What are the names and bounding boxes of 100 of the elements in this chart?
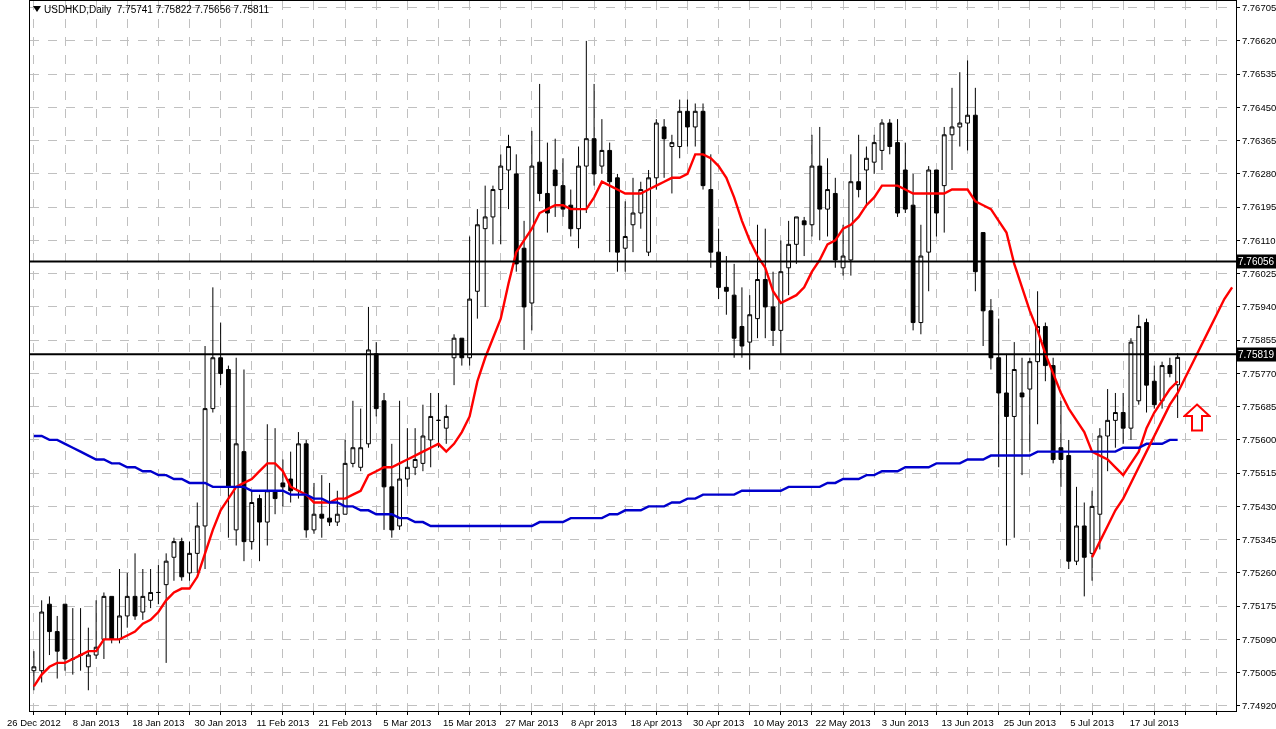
candlestick bbox=[902, 142, 908, 214]
x-tick-label: 11 Feb 2013 bbox=[256, 717, 310, 729]
candlestick bbox=[537, 83, 543, 202]
y-tick-label: 7.75770 bbox=[1241, 367, 1276, 379]
candlestick bbox=[78, 607, 83, 672]
candlestick bbox=[327, 482, 332, 527]
y-tick-label: 7.76620 bbox=[1241, 35, 1276, 47]
candlestick bbox=[148, 568, 154, 609]
candlestick bbox=[109, 595, 115, 644]
candlestick bbox=[607, 142, 613, 253]
candlestick bbox=[54, 615, 60, 680]
y-tick-label: 7.75430 bbox=[1241, 500, 1276, 512]
candlestick bbox=[47, 595, 52, 656]
candlestick bbox=[187, 541, 192, 582]
candlestick bbox=[241, 369, 247, 562]
y-tick-label: 7.75940 bbox=[1241, 301, 1276, 313]
candlestick bbox=[1112, 392, 1118, 449]
x-tick-label: 30 Apr 2013 bbox=[692, 717, 745, 729]
candlestick bbox=[1151, 365, 1157, 410]
candlestick bbox=[226, 365, 231, 539]
candlestick bbox=[280, 458, 286, 507]
candlestick bbox=[1081, 502, 1087, 597]
x-tick-label: 25 Jun 2013 bbox=[1003, 717, 1056, 729]
line-series bbox=[32, 434, 1179, 528]
x-tick-label: 13 Jun 2013 bbox=[941, 717, 994, 729]
candlestick bbox=[296, 431, 301, 500]
candlestick bbox=[404, 427, 410, 488]
candlestick bbox=[233, 357, 239, 547]
candlestick bbox=[661, 118, 667, 179]
candlestick bbox=[856, 134, 862, 198]
candlestick bbox=[552, 138, 558, 218]
x-tick-label: 27 Mar 2013 bbox=[505, 717, 559, 729]
candlestick bbox=[62, 603, 68, 672]
y-tick-label: 7.75685 bbox=[1241, 400, 1276, 412]
x-tick-label: 10 May 2013 bbox=[753, 717, 809, 729]
x-tick-label: 18 Apr 2013 bbox=[630, 717, 682, 729]
candlestick bbox=[700, 102, 706, 191]
candlestick bbox=[101, 591, 107, 660]
candlestick bbox=[1058, 400, 1064, 488]
candlestick bbox=[70, 607, 76, 676]
candlestick bbox=[397, 400, 402, 531]
candlestick bbox=[576, 146, 581, 249]
x-tick-label: 22 May 2013 bbox=[815, 717, 871, 729]
y-tick-label: 7.76280 bbox=[1241, 168, 1276, 180]
candlestick bbox=[428, 392, 434, 468]
candlestick bbox=[949, 87, 955, 171]
candlestick bbox=[965, 59, 970, 151]
candlestick bbox=[1167, 357, 1173, 378]
y-tick-label: 7.75345 bbox=[1241, 533, 1276, 545]
candlestick bbox=[653, 118, 659, 191]
y-tick-label: 7.76450 bbox=[1241, 101, 1276, 113]
candlestick bbox=[124, 572, 130, 629]
candlestick bbox=[801, 216, 807, 257]
candlestick bbox=[957, 71, 963, 148]
y-tick-label: 7.75175 bbox=[1241, 600, 1276, 612]
candlestick bbox=[560, 157, 566, 218]
x-tick-label: 17 Jul 2013 bbox=[1129, 717, 1179, 729]
y-tick-label: 7.75600 bbox=[1241, 434, 1276, 446]
candlestick bbox=[809, 134, 815, 237]
candlestick bbox=[941, 126, 947, 234]
x-tick-label: 15 Mar 2013 bbox=[442, 717, 497, 729]
candlestick bbox=[179, 537, 185, 582]
candlestick bbox=[272, 427, 278, 515]
candlestick bbox=[1019, 357, 1025, 476]
ref-line-label: 7.75819 bbox=[1238, 349, 1275, 360]
candlestick bbox=[583, 40, 589, 214]
x-tick-label: 18 Jan 2013 bbox=[132, 717, 185, 729]
candlestick bbox=[887, 118, 893, 155]
y-tick-label: 7.76110 bbox=[1241, 234, 1276, 246]
candlestick bbox=[692, 102, 698, 148]
candlestick bbox=[443, 404, 449, 445]
candlestick bbox=[825, 157, 830, 237]
candlestick bbox=[630, 177, 636, 253]
candlestick bbox=[319, 474, 325, 539]
x-tick-label: 30 Jan 2013 bbox=[194, 717, 247, 729]
candlestick bbox=[1089, 490, 1095, 582]
candlestick bbox=[303, 439, 309, 539]
candlestick bbox=[155, 564, 161, 605]
y-tick-label: 7.76535 bbox=[1241, 68, 1276, 80]
candlestick bbox=[770, 271, 776, 347]
candlestick bbox=[311, 482, 317, 535]
y-tick-label: 7.75005 bbox=[1241, 666, 1276, 678]
x-tick-label: 26 Dec 2012 bbox=[6, 717, 61, 729]
candlestick bbox=[1027, 357, 1033, 453]
candlestick bbox=[194, 502, 200, 574]
candlestick bbox=[599, 118, 605, 175]
candlestick bbox=[864, 146, 869, 206]
y-tick-label: 7.76025 bbox=[1241, 267, 1276, 279]
candlestick bbox=[249, 490, 255, 550]
y-tick-label: 7.75855 bbox=[1241, 334, 1276, 346]
candlestick bbox=[342, 439, 348, 515]
candlestick bbox=[264, 423, 270, 547]
candlestick bbox=[132, 552, 138, 621]
candlestick bbox=[1097, 427, 1103, 550]
candlestick bbox=[163, 552, 169, 664]
candlestick bbox=[1159, 361, 1165, 410]
candlestick bbox=[1050, 357, 1056, 464]
candlestick bbox=[1066, 439, 1072, 570]
candlestick bbox=[412, 427, 418, 476]
candlestick bbox=[591, 83, 597, 187]
